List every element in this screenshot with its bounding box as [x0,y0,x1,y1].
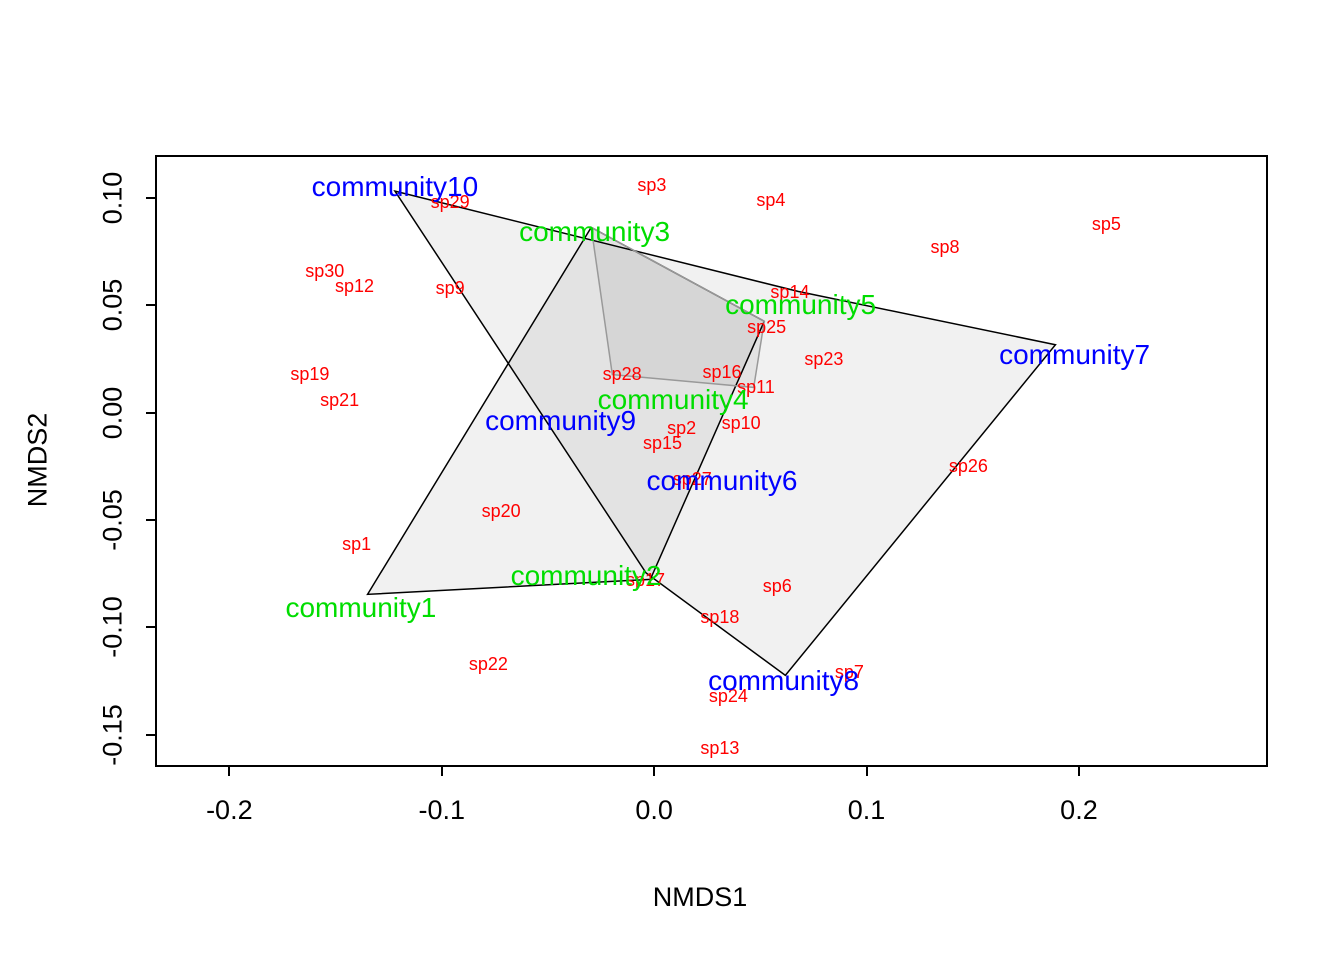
hull-gray [590,226,766,389]
community-label-community4: community4 [597,383,749,415]
x-tick-label: -0.1 [418,795,465,825]
species-label-sp26: sp26 [948,456,988,477]
y-axis-title: NMDS2 [22,412,53,508]
community-label-community9: community9 [485,405,637,437]
species-label-sp25: sp25 [747,316,787,337]
y-tick-mark [146,411,155,414]
community-label-community7: community7 [999,338,1151,370]
species-label-sp29: sp29 [430,192,470,213]
species-label-sp21: sp21 [320,389,360,410]
species-label-sp30: sp30 [305,260,345,281]
y-tick-mark [146,304,155,307]
x-tick-label: -0.2 [206,795,253,825]
species-label-sp8: sp8 [930,237,960,258]
species-label-sp7: sp7 [834,662,864,683]
species-label-sp14: sp14 [770,282,810,303]
y-tick-mark [146,196,155,199]
y-tick-mark [146,519,155,522]
species-label-sp6: sp6 [762,576,792,597]
y-tick-label: 0.05 [97,279,128,332]
species-label-sp16: sp16 [702,361,742,382]
convex-hulls-layer [366,189,1057,677]
community-label-community10: community10 [311,171,479,203]
species-label-sp10: sp10 [721,413,761,434]
species-label-sp11: sp11 [737,376,775,397]
community-label-community3: community3 [519,216,671,248]
species-label-sp22: sp22 [468,653,508,674]
species-label-sp13: sp13 [700,737,740,758]
y-tick-mark [146,626,155,629]
community-label-community1: community1 [285,591,437,623]
y-tick-label: 0.00 [97,386,128,439]
y-tick-mark [146,733,155,736]
community-label-community8: community8 [708,664,860,696]
hull-large [393,189,1057,677]
y-tick-label: 0.10 [97,171,128,225]
community-label-community2: community2 [510,559,662,591]
community-label-community6: community6 [646,465,798,497]
x-tick-mark [440,767,443,776]
x-tick-label: 0.1 [847,795,886,825]
community-label-community5: community5 [725,289,877,321]
x-tick-mark [865,767,868,776]
species-label-sp2: sp2 [667,417,697,438]
species-label-sp1: sp1 [342,533,372,554]
species-label-sp27: sp27 [672,469,712,490]
species-label-sp18: sp18 [700,606,740,627]
x-tick-label: 0.2 [1060,795,1098,825]
species-label-sp15: sp15 [642,432,683,453]
species-label-sp28: sp28 [602,363,642,384]
species-label-sp4: sp4 [756,189,786,210]
point-labels-layer: sp29 sp3 sp4 sp5 sp8 sp30 sp12 sp9 sp14 sp25 sp23 s… [157,157,1266,765]
species-label-sp3: sp3 [637,174,667,195]
species-label-sp20: sp20 [481,501,521,522]
species-label-sp19: sp19 [290,363,330,384]
x-tick-label: 0.0 [635,795,673,825]
y-tick-label: -0.05 [97,489,128,551]
species-label-sp24: sp24 [708,685,748,706]
x-tick-mark [653,767,656,776]
species-label-sp23: sp23 [804,348,844,369]
x-tick-mark [1077,767,1080,776]
y-tick-label: -0.10 [97,596,128,659]
species-label-sp12: sp12 [335,275,375,296]
y-tick-label: -0.15 [97,704,128,766]
species-label-sp9: sp9 [435,277,465,298]
plot-area: sp29 sp3 sp4 sp5 sp8 sp30 sp12 sp9 sp14 sp25 sp23 s… [155,155,1268,767]
x-axis-title: NMDS1 [652,882,748,912]
species-label-sp17: sp17 [625,570,666,591]
species-label-sp5: sp5 [1091,213,1121,234]
x-tick-mark [228,767,231,776]
